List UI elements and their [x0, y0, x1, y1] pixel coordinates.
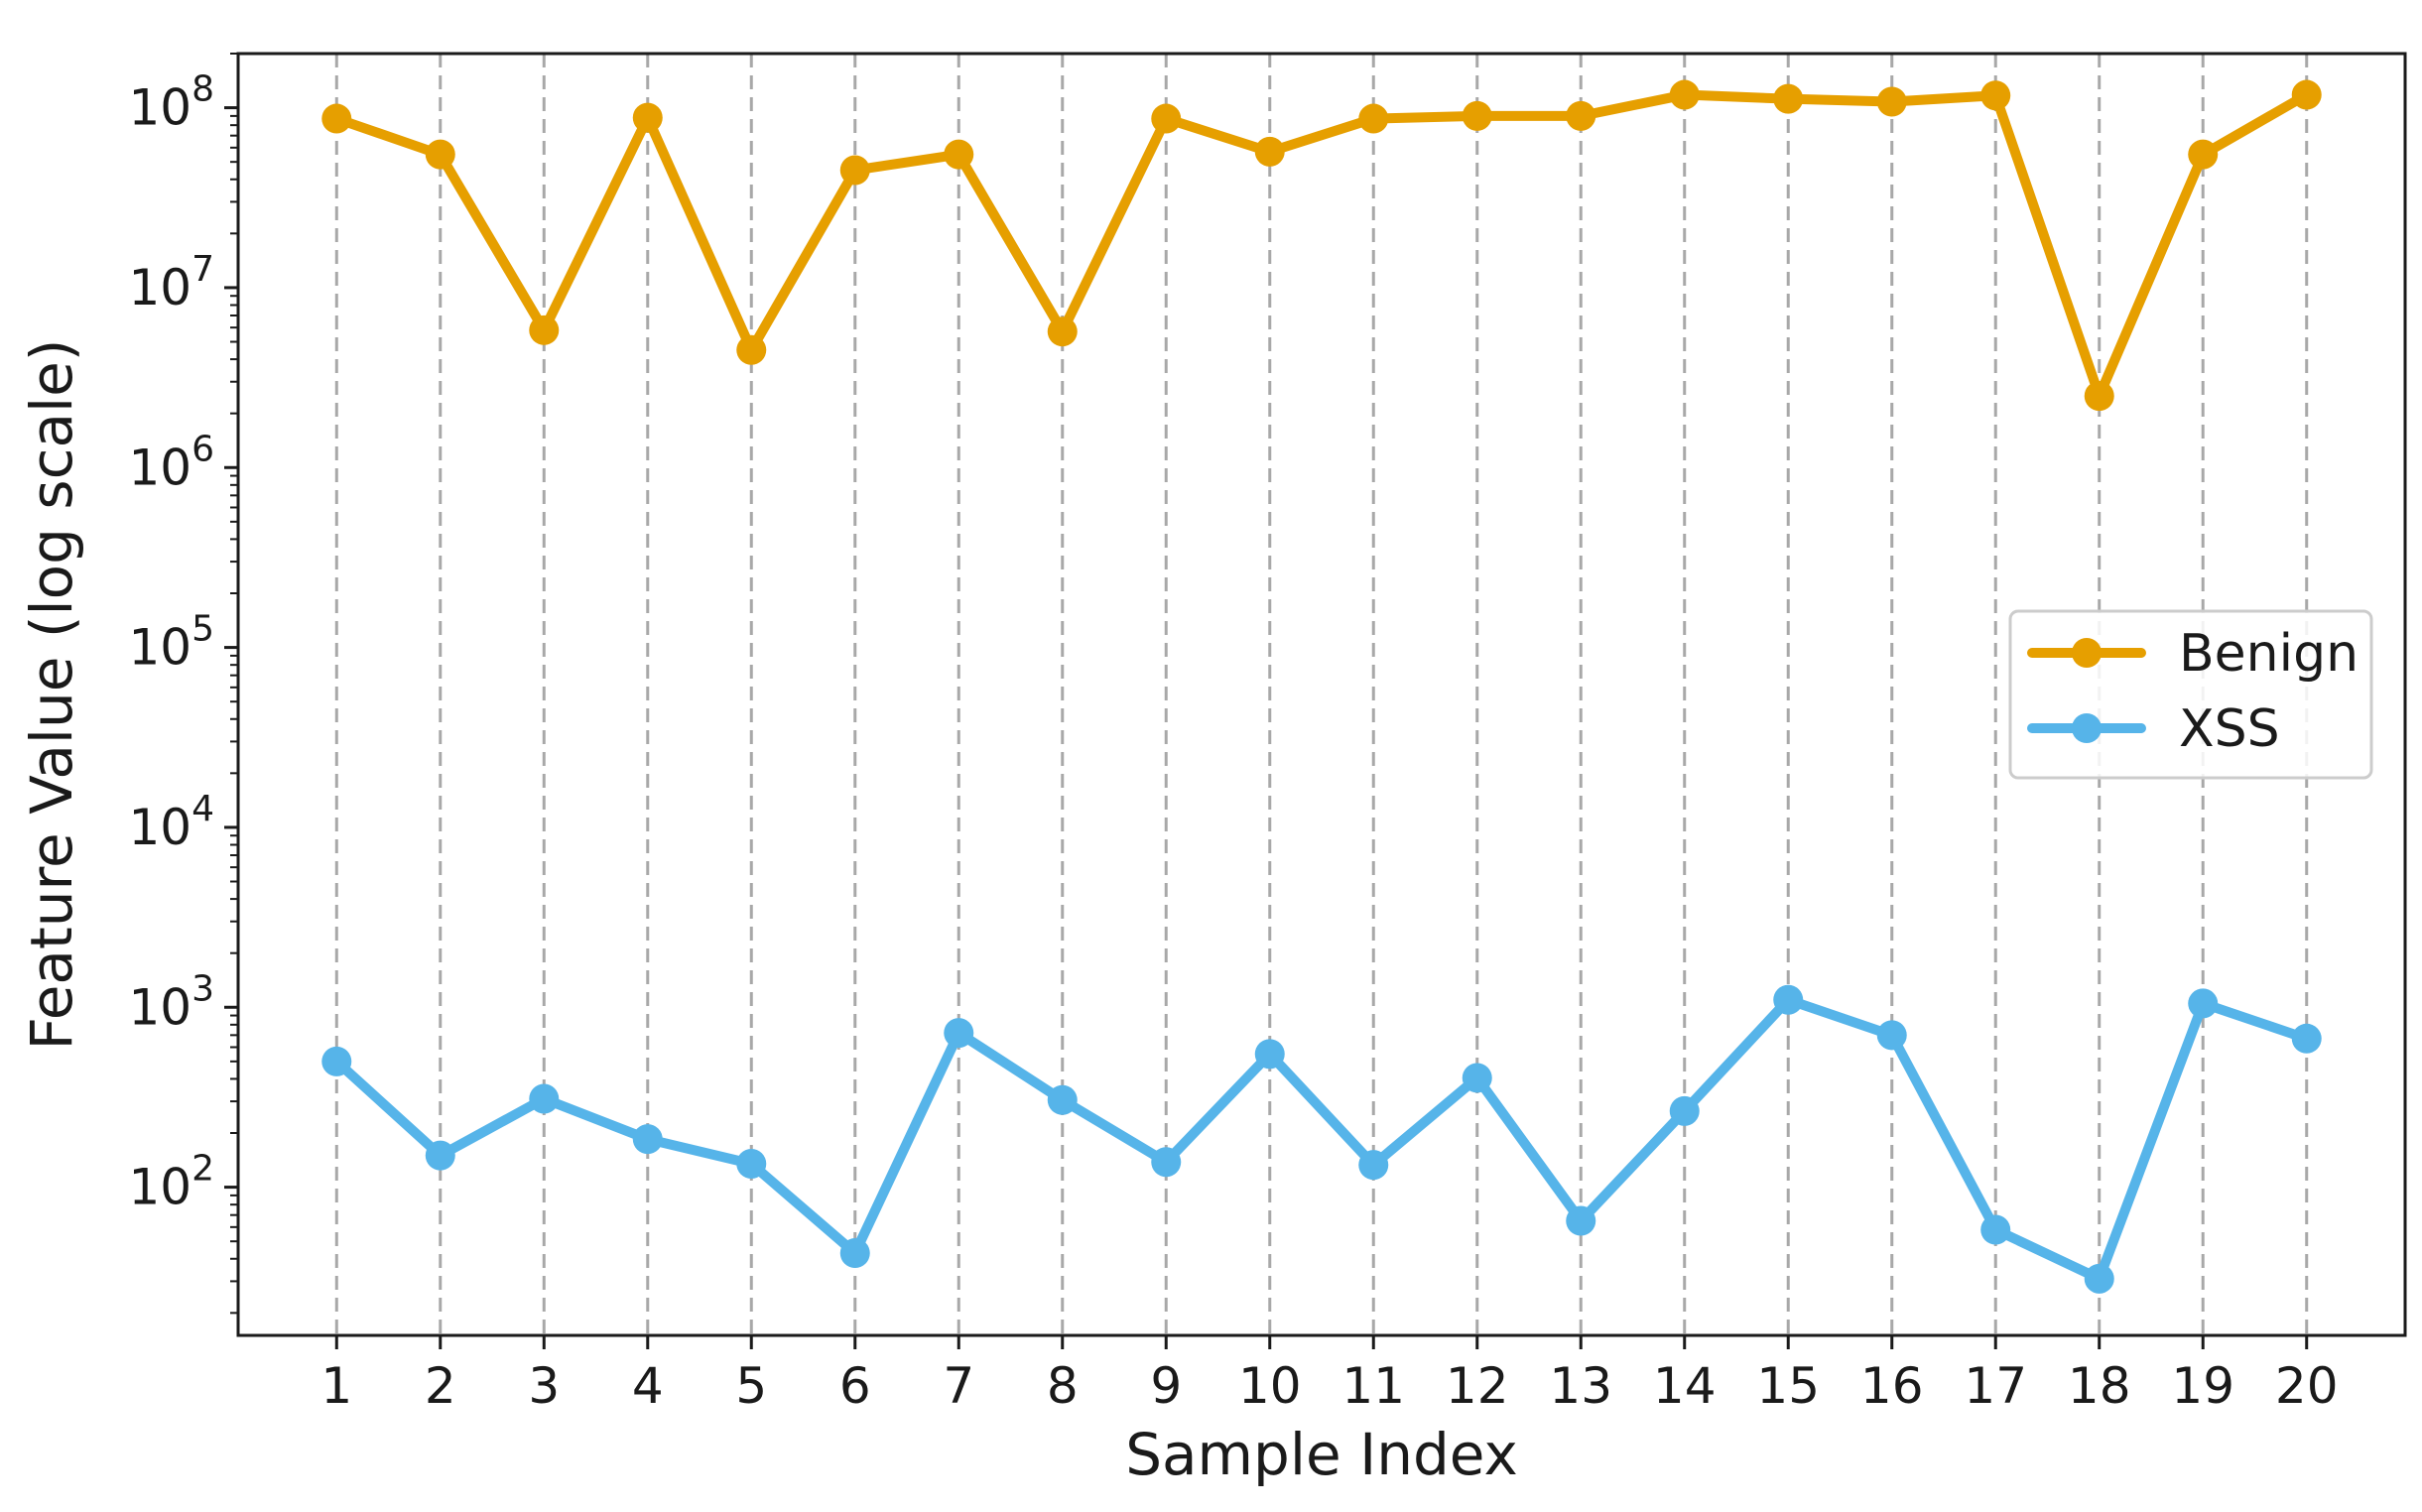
data-point-benign	[1566, 100, 1596, 131]
data-point-benign	[1358, 103, 1389, 134]
data-point-benign	[944, 139, 974, 170]
y-tick-label: 106	[128, 429, 214, 496]
data-point-benign	[1980, 80, 2011, 111]
y-tick-label: 102	[128, 1149, 214, 1216]
x-tick-label: 15	[1756, 1357, 1820, 1415]
data-point-benign	[1047, 316, 1078, 347]
data-point-xss	[632, 1124, 663, 1155]
x-tick-label: 11	[1341, 1357, 1405, 1415]
data-point-xss	[1358, 1150, 1389, 1181]
data-point-xss	[1669, 1095, 1700, 1126]
series-line-xss	[331, 994, 2312, 1284]
legend-label-benign: Benign	[2179, 624, 2358, 684]
x-tick-label: 12	[1446, 1357, 1509, 1415]
data-point-benign	[1669, 79, 1700, 110]
y-tick-label: 104	[128, 789, 214, 856]
y-tick-label: 103	[128, 968, 214, 1036]
data-point-xss	[321, 1046, 352, 1076]
x-tick-label: 20	[2275, 1357, 2339, 1415]
data-point-xss	[425, 1140, 455, 1171]
data-point-xss	[2291, 1023, 2322, 1054]
legend-marker-xss	[2072, 713, 2102, 743]
data-point-benign	[2084, 381, 2114, 412]
series-layer	[321, 79, 2322, 1294]
series-xss	[321, 984, 2322, 1294]
data-point-benign	[1773, 83, 1804, 114]
series-benign	[321, 79, 2322, 412]
data-point-benign	[1254, 136, 1285, 167]
x-tick-label: 6	[839, 1357, 871, 1415]
series-line-benign	[331, 89, 2312, 402]
data-point-benign	[425, 139, 455, 170]
data-point-benign	[632, 102, 663, 133]
x-tick-label: 14	[1653, 1357, 1717, 1415]
data-point-benign	[321, 103, 352, 134]
y-axis-label: Feature Value (log scale)	[18, 339, 85, 1051]
data-point-benign	[2291, 79, 2322, 110]
data-point-xss	[1566, 1205, 1596, 1236]
x-tick-label: 5	[735, 1357, 767, 1415]
plot-frame	[236, 52, 2407, 1337]
data-point-xss	[1876, 1020, 1907, 1051]
y-axis: 102 103 104 105 106 107 108	[128, 53, 238, 1315]
data-point-xss	[1462, 1063, 1492, 1093]
data-point-xss	[529, 1083, 560, 1114]
data-point-benign	[1876, 86, 1907, 117]
data-point-benign	[1462, 100, 1492, 131]
x-tick-label: 4	[632, 1357, 664, 1415]
legend: Benign XSS	[2008, 609, 2373, 780]
y-tick-label: 105	[128, 609, 214, 677]
data-point-xss	[1151, 1147, 1182, 1178]
data-point-xss	[736, 1148, 767, 1179]
data-point-xss	[1773, 984, 1804, 1015]
data-point-xss	[1980, 1214, 2011, 1245]
data-point-xss	[1254, 1039, 1285, 1070]
data-point-benign	[1151, 103, 1182, 134]
x-tick-label: 10	[1238, 1357, 1302, 1415]
data-point-xss	[1047, 1084, 1078, 1115]
data-point-xss	[2084, 1263, 2114, 1294]
x-tick-label: 18	[2068, 1357, 2131, 1415]
x-tick-label: 19	[2171, 1357, 2234, 1415]
x-tick-label: 16	[1860, 1357, 1924, 1415]
x-tick-label: 17	[1964, 1357, 2027, 1415]
x-tick-label: 2	[425, 1357, 456, 1415]
y-tick-label: 108	[128, 69, 214, 137]
x-tick-label: 1	[320, 1357, 352, 1415]
x-tick-label: 3	[528, 1357, 560, 1415]
x-tick-label: 13	[1549, 1357, 1612, 1415]
y-tick-label: 107	[128, 249, 214, 316]
x-axis: 1 2 3 4 5 6 7 8 9 10 11 12 13 14 15 16 17 18 19 20	[320, 1335, 2339, 1415]
data-point-xss	[839, 1238, 870, 1269]
x-axis-label: Sample Index	[1125, 1421, 1518, 1488]
x-tick-label: 8	[1047, 1357, 1079, 1415]
legend-marker-benign	[2072, 638, 2102, 668]
data-point-benign	[2188, 139, 2219, 170]
data-point-benign	[839, 155, 870, 186]
data-point-xss	[2188, 988, 2219, 1019]
data-point-benign	[736, 334, 767, 365]
data-point-xss	[944, 1018, 974, 1049]
x-tick-label: 7	[943, 1357, 974, 1415]
legend-label-xss: XSS	[2179, 699, 2280, 759]
x-tick-label: 9	[1150, 1357, 1182, 1415]
data-point-benign	[529, 315, 560, 345]
